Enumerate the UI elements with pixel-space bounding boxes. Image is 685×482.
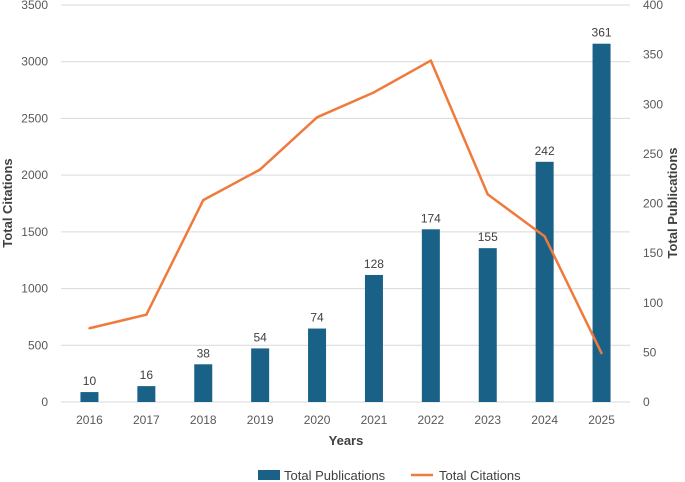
citation-point-2018 — [202, 198, 205, 202]
bar-label-2022: 174 — [421, 211, 441, 225]
citation-point-2016 — [88, 327, 91, 330]
bar-data-labels: 10 16 38 54 74 128 174 155 242 361 — [83, 26, 612, 388]
right-tick-label: 200 — [643, 197, 663, 211]
x-tick-label: 2025 — [588, 413, 615, 427]
citation-point-2025 — [600, 352, 603, 355]
bar-2018 — [194, 364, 213, 402]
x-tick-label: 2017 — [133, 413, 160, 427]
bar-label-2017: 16 — [140, 368, 154, 382]
right-tick-label: 100 — [643, 296, 663, 310]
left-axis-title: Total Citations — [0, 158, 15, 247]
x-tick-label: 2024 — [531, 413, 558, 427]
right-tick-label: 250 — [643, 147, 663, 161]
bar-2022 — [421, 229, 440, 402]
x-tick-label: 2023 — [474, 413, 501, 427]
citation-point-2019 — [258, 168, 262, 171]
right-tick-label: 300 — [643, 97, 663, 111]
bar-2019 — [251, 348, 270, 402]
citation-point-2022 — [429, 59, 433, 62]
right-tick-label: 400 — [643, 0, 663, 12]
x-tick-label: 2020 — [304, 413, 331, 427]
left-axis-ticks: 0 500 1000 1500 2000 2500 3000 3500 — [21, 0, 48, 409]
right-tick-label: 50 — [643, 345, 657, 359]
x-tick-label: 2022 — [417, 413, 444, 427]
x-axis-title: Years — [329, 433, 364, 448]
x-axis-ticks: 2016 2017 2018 2019 2020 2021 2022 2023 2024 2025 — [76, 413, 615, 427]
bar-2016 — [80, 392, 99, 402]
bar-label-2023: 155 — [478, 230, 498, 244]
gridlines — [61, 4, 630, 403]
left-tick-label: 0 — [41, 395, 48, 409]
right-axis-title: Total Publications — [665, 148, 680, 259]
right-tick-label: 0 — [643, 395, 650, 409]
bar-label-2020: 74 — [310, 311, 324, 325]
bar-label-2024: 242 — [535, 144, 555, 158]
bar-label-2025: 361 — [592, 26, 612, 40]
bar-2023 — [478, 248, 497, 402]
x-tick-label: 2018 — [190, 413, 217, 427]
citation-point-2021 — [372, 91, 376, 94]
citation-point-2020 — [315, 116, 319, 119]
citation-series-line — [89, 59, 603, 354]
right-axis-ticks: 0 50 100 150 200 250 300 350 400 — [643, 0, 663, 409]
left-tick-label: 1000 — [21, 282, 48, 296]
x-tick-label: 2016 — [76, 413, 103, 427]
bar-2021 — [364, 274, 383, 402]
right-tick-label: 150 — [643, 246, 663, 260]
left-tick-label: 1500 — [21, 225, 48, 239]
legend-label-publications: Total Publications — [284, 468, 386, 482]
x-tick-label: 2021 — [361, 413, 388, 427]
left-tick-label: 2000 — [21, 168, 48, 182]
left-tick-label: 2500 — [21, 111, 48, 125]
legend-swatch-publications — [258, 470, 280, 480]
bar-label-2018: 38 — [197, 346, 211, 360]
bar-2024 — [535, 161, 554, 402]
legend-label-citations: Total Citations — [439, 468, 521, 482]
bar-2020 — [308, 328, 327, 402]
bar-label-2016: 10 — [83, 374, 97, 388]
bar-2017 — [137, 386, 156, 402]
citation-point-2024 — [543, 235, 546, 238]
citation-line — [88, 59, 603, 355]
citation-point-2017 — [145, 313, 148, 316]
publication-bars — [80, 43, 611, 403]
x-tick-label: 2019 — [247, 413, 274, 427]
left-tick-label: 500 — [28, 338, 48, 352]
bar-label-2019: 54 — [253, 330, 267, 344]
left-tick-label: 3500 — [21, 0, 48, 12]
right-tick-label: 350 — [643, 48, 663, 62]
legend: Total Publications Total Citations — [258, 468, 521, 482]
citation-point-2023 — [486, 193, 489, 196]
left-tick-label: 3000 — [21, 55, 48, 69]
bar-label-2021: 128 — [364, 257, 384, 271]
bar-2025 — [592, 43, 611, 403]
